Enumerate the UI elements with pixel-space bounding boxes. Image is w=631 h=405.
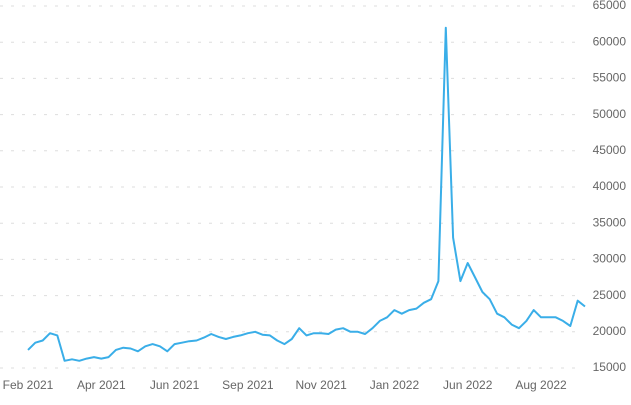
y-tick-label: 25000 bbox=[593, 288, 627, 302]
y-tick-label: 30000 bbox=[593, 252, 627, 266]
y-tick-label: 65000 bbox=[593, 0, 627, 12]
price-line bbox=[27, 26, 586, 362]
x-tick-label: Jun 2022 bbox=[443, 378, 493, 392]
y-tick-label: 40000 bbox=[593, 179, 627, 193]
x-tick-label: Nov 2021 bbox=[295, 378, 347, 392]
y-tick-label: 60000 bbox=[593, 34, 627, 48]
y-tick-label: 35000 bbox=[593, 215, 627, 229]
y-tick-label: 45000 bbox=[593, 143, 627, 157]
y-tick-label: 50000 bbox=[593, 107, 627, 121]
y-tick-label: 15000 bbox=[593, 360, 627, 374]
y-tick-label: 20000 bbox=[593, 324, 627, 338]
x-tick-label: Apr 2021 bbox=[77, 378, 126, 392]
x-tick-label: Feb 2021 bbox=[3, 378, 54, 392]
x-tick-label: Jan 2022 bbox=[370, 378, 420, 392]
x-tick-label: Sep 2021 bbox=[222, 378, 274, 392]
x-tick-label: Jun 2021 bbox=[150, 378, 200, 392]
x-tick-label: Aug 2022 bbox=[515, 378, 567, 392]
y-tick-label: 55000 bbox=[593, 71, 627, 85]
